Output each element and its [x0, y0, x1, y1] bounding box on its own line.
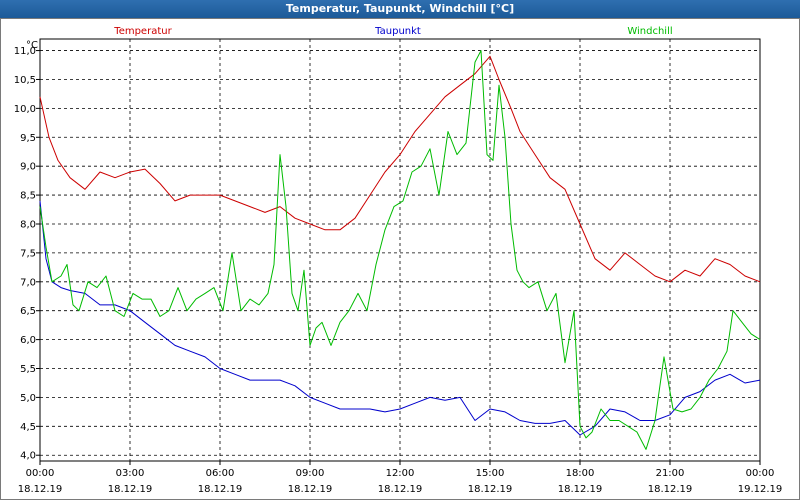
x-tick-time: 03:00 — [116, 468, 145, 479]
y-tick-label: 7,5 — [20, 248, 36, 259]
y-tick-label: 5,0 — [20, 393, 36, 404]
x-tick-date: 18.12.19 — [198, 484, 243, 495]
x-tick-time: 06:00 — [206, 468, 235, 479]
x-tick-date: 18.12.19 — [648, 484, 693, 495]
x-tick-time: 09:00 — [296, 468, 325, 479]
series-line-taupunkt — [39, 200, 761, 436]
x-tick-date: 19.12.19 — [738, 484, 783, 495]
x-tick-date: 18.12.19 — [468, 484, 513, 495]
y-tick-label: 9,0 — [20, 162, 36, 173]
legend-temperatur: Temperatur — [113, 26, 172, 37]
x-tick-time: 15:00 — [476, 468, 505, 479]
x-tick-date: 18.12.19 — [18, 484, 63, 495]
series-line-windchill — [39, 50, 761, 450]
window-title: Temperatur, Taupunkt, Windchill [°C] — [0, 0, 800, 18]
y-tick-label: 10,0 — [14, 104, 36, 115]
x-tick-date: 18.12.19 — [558, 484, 603, 495]
y-tick-label: 8,5 — [20, 191, 36, 202]
x-tick-time: 21:00 — [656, 468, 685, 479]
y-tick-label: 9,5 — [20, 133, 36, 144]
x-tick-time: 18:00 — [566, 468, 595, 479]
y-tick-label: 8,0 — [20, 219, 36, 230]
series-line-temperatur — [39, 55, 761, 283]
y-tick-label: 6,5 — [20, 306, 36, 317]
y-tick-label: 6,0 — [20, 335, 36, 346]
y-tick-label: 11,0 — [14, 46, 36, 57]
x-tick-date: 18.12.19 — [108, 484, 153, 495]
y-tick-label: 10,5 — [14, 75, 36, 86]
y-tick-label: 7,0 — [20, 277, 36, 288]
x-tick-time: 00:00 — [746, 468, 775, 479]
x-tick-time: 12:00 — [386, 468, 415, 479]
x-tick-date: 18.12.19 — [378, 484, 423, 495]
y-tick-label: 4,0 — [20, 451, 36, 462]
legend-taupunkt: Taupunkt — [374, 26, 421, 37]
y-tick-label: 4,5 — [20, 422, 36, 433]
x-tick-date: 18.12.19 — [288, 484, 333, 495]
y-tick-label: 5,5 — [20, 364, 36, 375]
y-axis-unit: °C — [26, 40, 38, 51]
x-tick-time: 00:00 — [26, 468, 55, 479]
legend-windchill: Windchill — [627, 26, 672, 37]
